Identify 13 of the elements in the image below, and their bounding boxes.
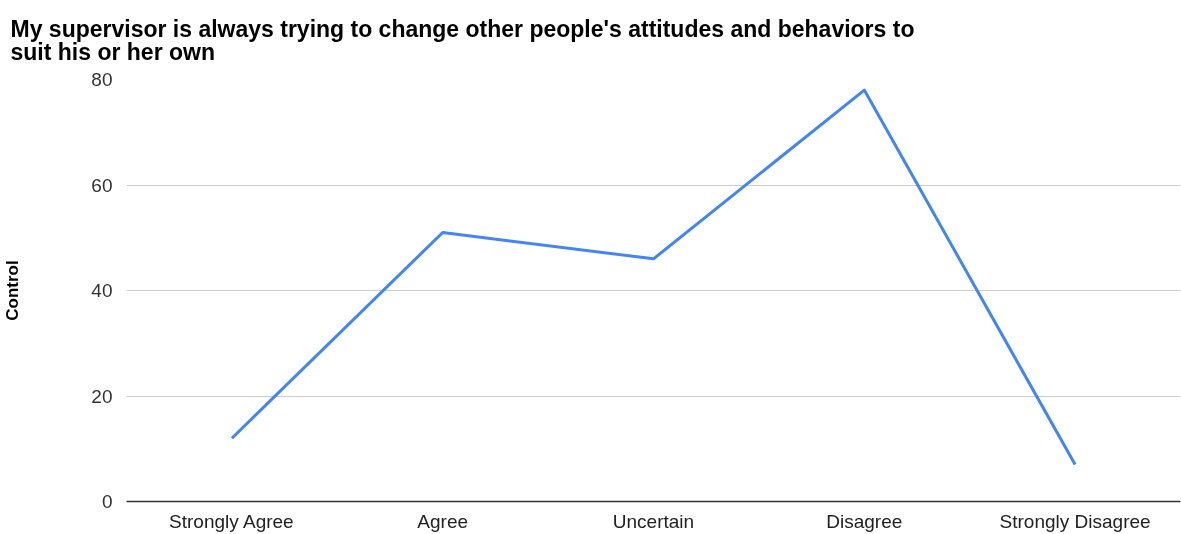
x-tick-label: Uncertain (612, 510, 695, 532)
y-tick-label: 80 (91, 69, 113, 90)
y-tick-label: 0 (101, 491, 113, 512)
y-tick-label: 20 (91, 385, 113, 407)
x-tick-label: Disagree (826, 510, 903, 532)
y-tick-label: 40 (91, 280, 113, 301)
y-axis-title: Control (3, 260, 23, 321)
x-tick-label: Strongly Disagree (999, 510, 1151, 532)
line-series (230, 88, 1077, 467)
chart-title: My supervisor is always trying to change other people's attitudes and behaviors to suit his or her own (10, 16, 915, 66)
y-tick-label: 60 (91, 174, 113, 196)
x-tick-label: Strongly Agree (169, 510, 294, 532)
x-tick-label: Agree (417, 510, 469, 532)
